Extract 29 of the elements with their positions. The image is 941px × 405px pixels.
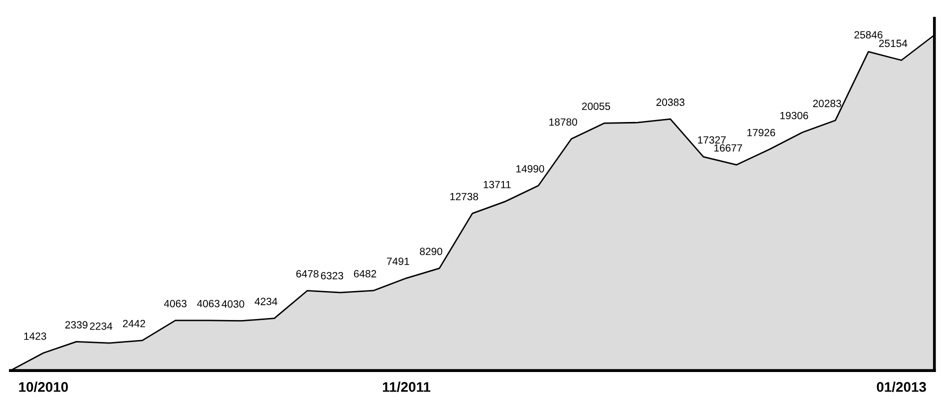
x-tick-label: 10/2010 xyxy=(19,382,68,392)
data-label: 6482 xyxy=(354,270,376,278)
data-label: 17327 xyxy=(698,136,726,144)
x-tick-label: 11/2011 xyxy=(382,382,430,392)
data-label: 20283 xyxy=(813,100,842,108)
data-label: 12738 xyxy=(450,192,478,200)
data-label: 2442 xyxy=(122,320,146,328)
data-label: 25154 xyxy=(879,40,908,48)
data-label: 2339 xyxy=(65,321,88,329)
data-label: 19306 xyxy=(780,112,808,120)
data-label: 13711 xyxy=(484,180,511,188)
data-label: 6478 xyxy=(296,270,319,278)
data-label: 7491 xyxy=(386,258,410,265)
data-label: 20055 xyxy=(582,102,610,110)
data-label: 2234 xyxy=(90,322,112,330)
data-label: 1423 xyxy=(24,332,46,340)
data-label: 4063 xyxy=(197,300,220,308)
data-label: 4063 xyxy=(164,300,186,308)
data-label: 25846 xyxy=(854,31,882,39)
data-label: 18780 xyxy=(549,118,578,126)
data-label: 20383 xyxy=(656,98,684,106)
data-label: 4030 xyxy=(222,300,244,308)
data-label: 17926 xyxy=(747,128,776,136)
data-label: 14990 xyxy=(516,165,544,172)
data-label: 4234 xyxy=(254,298,278,306)
data-label: 6323 xyxy=(320,272,344,280)
data-label: 8290 xyxy=(420,248,442,256)
data-label: 16677 xyxy=(714,144,742,152)
x-tick-label: 01/2013 xyxy=(876,382,926,392)
